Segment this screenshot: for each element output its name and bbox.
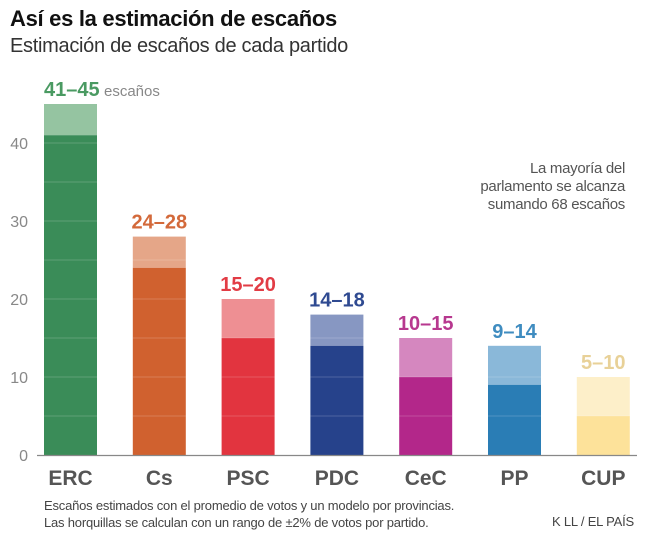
range-label-cs: 24–28 <box>131 212 187 234</box>
y-tick-label: 40 <box>10 136 28 153</box>
bar-min-cs <box>132 267 186 455</box>
category-label-cs: Cs <box>146 467 173 490</box>
category-label-pp: PP <box>500 467 528 490</box>
y-tick-label: 0 <box>19 448 28 465</box>
bar-range-cup <box>576 377 630 416</box>
annotation-line: La mayoría del <box>529 160 625 177</box>
range-label-cec: 10–15 <box>398 313 454 335</box>
bar-min-pdc <box>310 345 364 455</box>
bar-min-cup <box>576 416 630 455</box>
unit-label: escaños <box>104 83 160 100</box>
category-label-erc: ERC <box>48 467 92 490</box>
majority-annotation: La mayoría del parlamento se alcanza sum… <box>480 160 625 214</box>
chart-title: Así es la estimación de escaños <box>10 6 337 31</box>
category-label-psc: PSC <box>227 467 270 490</box>
chart-subtitle: Estimación de escaños de cada partido <box>10 35 349 57</box>
bar-range-cec <box>399 338 453 377</box>
bar-range-cs <box>132 236 186 268</box>
credit: K LL / EL PAÍS <box>552 514 634 529</box>
bar-min-erc <box>44 135 97 455</box>
range-label-psc: 15–20 <box>220 274 276 296</box>
footnote: Escaños estimados con el promedio de vot… <box>44 497 454 531</box>
y-tick-label: 20 <box>10 292 28 309</box>
category-label-cec: CeC <box>405 467 447 490</box>
range-label-cup: 5–10 <box>581 352 626 374</box>
bar-min-cec <box>399 377 453 455</box>
y-tick-label: 30 <box>10 214 28 231</box>
category-label-cup: CUP <box>581 467 625 490</box>
y-tick-label: 10 <box>10 370 28 387</box>
bar-range-psc <box>221 299 275 338</box>
bar-min-pp <box>488 384 541 455</box>
footnote-line: Las horquillas se calculan con un rango … <box>44 515 429 530</box>
range-label-pdc: 14–18 <box>309 290 365 312</box>
annotation-line: sumando 68 escaños <box>487 196 626 213</box>
bar-min-psc <box>221 338 275 455</box>
range-label-erc: 41–45 <box>44 79 100 101</box>
bar-range-erc <box>44 104 97 136</box>
annotation-line: parlamento se alcanza <box>480 178 625 195</box>
category-label-pdc: PDC <box>315 467 359 490</box>
footnote-line: Escaños estimados con el promedio de vot… <box>44 498 455 513</box>
range-label-pp: 9–14 <box>492 321 537 343</box>
bar-range-pp <box>488 345 541 385</box>
bar-range-pdc <box>310 314 364 346</box>
